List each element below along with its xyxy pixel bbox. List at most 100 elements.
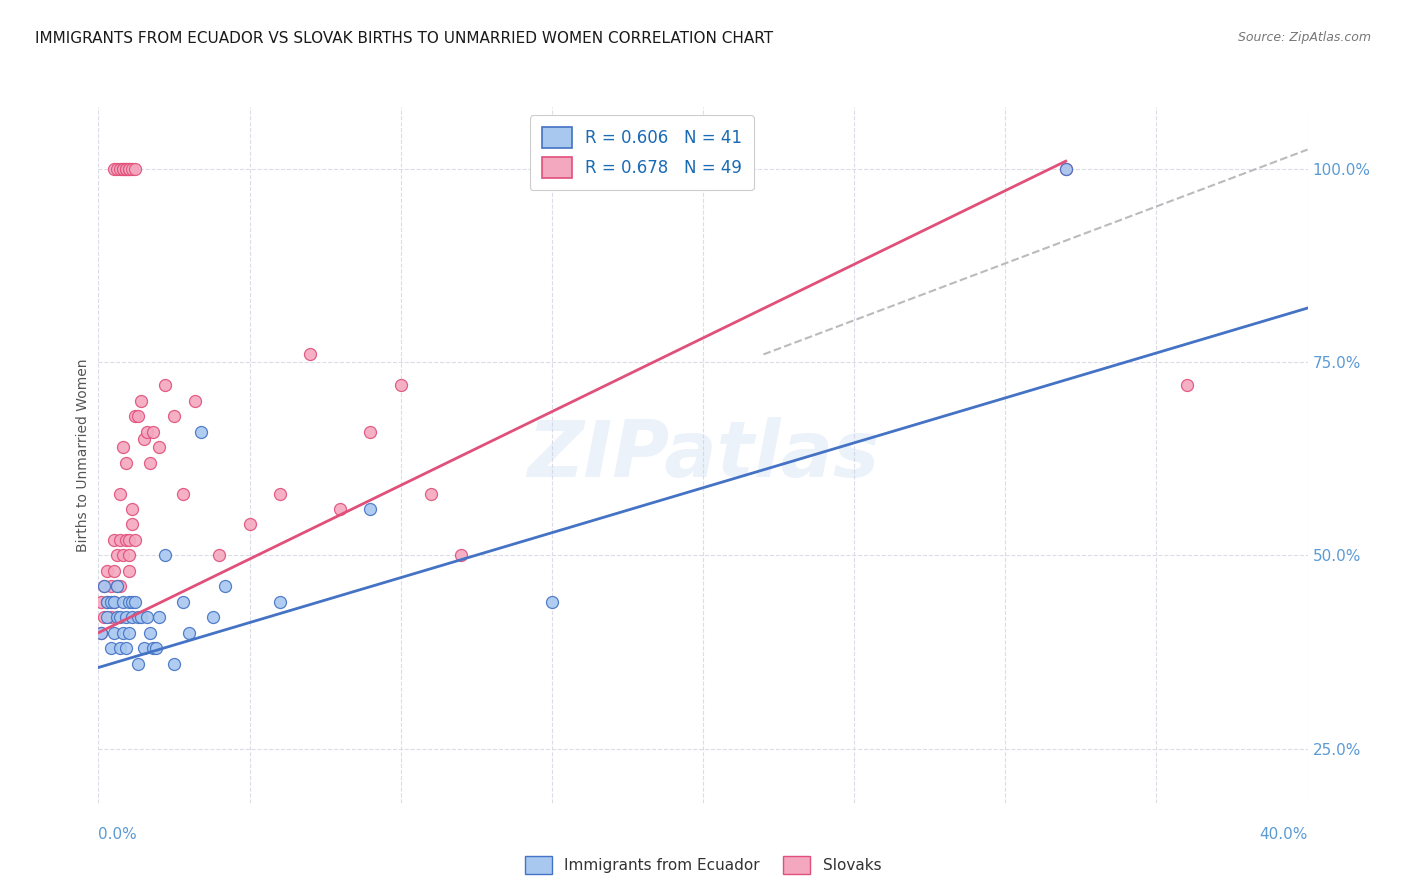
- Point: [90, 625, 112, 640]
- Point: [121, 610, 143, 624]
- Point: [105, 549, 128, 563]
- Text: IMMIGRANTS FROM ECUADOR VS SLOVAK BIRTHS TO UNMARRIED WOMEN CORRELATION CHART: IMMIGRANTS FROM ECUADOR VS SLOVAK BIRTHS…: [35, 31, 773, 46]
- Point: [329, 502, 352, 516]
- Point: [114, 533, 136, 547]
- Point: [118, 161, 141, 176]
- Point: [114, 641, 136, 656]
- Point: [269, 486, 291, 500]
- Point: [1175, 378, 1198, 392]
- Point: [100, 641, 122, 656]
- Point: [93, 610, 115, 624]
- Point: [389, 378, 412, 392]
- Point: [108, 161, 131, 176]
- Point: [103, 595, 125, 609]
- Point: [118, 595, 141, 609]
- Point: [103, 564, 125, 578]
- Point: [114, 610, 136, 624]
- Point: [121, 595, 143, 609]
- Point: [172, 486, 194, 500]
- Point: [93, 579, 115, 593]
- Point: [118, 549, 141, 563]
- Point: [121, 517, 143, 532]
- Point: [118, 564, 141, 578]
- Point: [114, 161, 136, 176]
- Point: [118, 625, 141, 640]
- Point: [420, 486, 443, 500]
- Point: [179, 625, 201, 640]
- Point: [139, 625, 162, 640]
- Point: [1054, 161, 1077, 176]
- Point: [360, 425, 382, 439]
- Point: [103, 625, 125, 640]
- Point: [96, 595, 118, 609]
- Point: [299, 347, 322, 361]
- Point: [360, 502, 382, 516]
- Point: [90, 595, 112, 609]
- Point: [239, 517, 262, 532]
- Point: [124, 595, 146, 609]
- Point: [202, 610, 225, 624]
- Point: [100, 610, 122, 624]
- Point: [121, 502, 143, 516]
- Point: [142, 425, 165, 439]
- Point: [153, 378, 176, 392]
- Point: [96, 564, 118, 578]
- Point: [114, 456, 136, 470]
- Point: [129, 393, 152, 408]
- Point: [153, 549, 176, 563]
- Point: [96, 610, 118, 624]
- Point: [118, 161, 141, 176]
- Point: [135, 610, 157, 624]
- Point: [139, 456, 162, 470]
- Point: [108, 641, 131, 656]
- Point: [111, 625, 134, 640]
- Point: [100, 579, 122, 593]
- Text: 0.0%: 0.0%: [98, 827, 138, 841]
- Point: [105, 579, 128, 593]
- Point: [124, 533, 146, 547]
- Point: [111, 595, 134, 609]
- Point: [93, 579, 115, 593]
- Point: [148, 610, 170, 624]
- Point: [127, 610, 149, 624]
- Text: 40.0%: 40.0%: [1260, 827, 1308, 841]
- Point: [111, 161, 134, 176]
- Point: [103, 533, 125, 547]
- Point: [163, 657, 186, 671]
- Point: [111, 549, 134, 563]
- Point: [127, 409, 149, 424]
- Point: [450, 549, 472, 563]
- Point: [184, 393, 207, 408]
- Point: [108, 533, 131, 547]
- Point: [108, 579, 131, 593]
- Point: [105, 161, 128, 176]
- Legend: Immigrants from Ecuador, Slovaks: Immigrants from Ecuador, Slovaks: [519, 850, 887, 880]
- Point: [121, 161, 143, 176]
- Point: [103, 595, 125, 609]
- Point: [135, 425, 157, 439]
- Point: [163, 409, 186, 424]
- Point: [172, 595, 194, 609]
- Point: [124, 409, 146, 424]
- Point: [190, 425, 212, 439]
- Legend: R = 0.606   N = 41, R = 0.678   N = 49: R = 0.606 N = 41, R = 0.678 N = 49: [530, 115, 754, 190]
- Text: ZIPatlas: ZIPatlas: [527, 417, 879, 493]
- Point: [105, 610, 128, 624]
- Point: [1054, 161, 1077, 176]
- Point: [132, 641, 155, 656]
- Point: [145, 641, 167, 656]
- Point: [129, 610, 152, 624]
- Point: [100, 595, 122, 609]
- Point: [105, 579, 128, 593]
- Point: [114, 161, 136, 176]
- Point: [269, 595, 291, 609]
- Point: [111, 440, 134, 454]
- Y-axis label: Births to Unmarried Women: Births to Unmarried Women: [76, 359, 90, 551]
- Text: Source: ZipAtlas.com: Source: ZipAtlas.com: [1237, 31, 1371, 45]
- Point: [103, 161, 125, 176]
- Point: [96, 595, 118, 609]
- Point: [108, 486, 131, 500]
- Point: [148, 440, 170, 454]
- Point: [208, 549, 231, 563]
- Point: [132, 433, 155, 447]
